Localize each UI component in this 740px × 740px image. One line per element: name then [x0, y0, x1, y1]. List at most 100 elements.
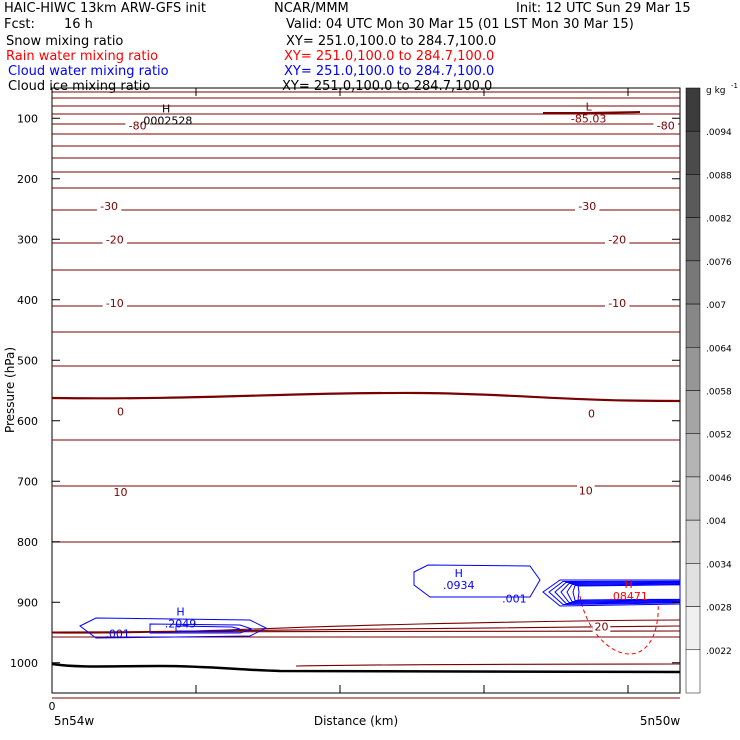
y-axis-title: Pressure (hPa): [3, 347, 17, 433]
y-tick-label: 200: [17, 173, 38, 186]
rain-contours: [579, 595, 659, 655]
extremum-marker: H: [624, 578, 632, 591]
label-background: [605, 234, 630, 247]
y-tick-label: 900: [17, 596, 38, 609]
field-xy-cloud-ice: XY= 251.0,100.0 to 284.7,100.0: [282, 79, 493, 94]
field-xy-rain: XY= 251.0,100.0 to 284.7,100.0: [284, 49, 495, 64]
contour-label: 10: [579, 484, 593, 497]
colorbar-tick-label: .007: [706, 301, 726, 311]
extremum-marker: H: [455, 567, 463, 580]
x-axis: [51, 88, 629, 693]
x-axis-title: Distance (km): [314, 714, 398, 728]
colorbar: .0094 .0088 .0082 .0076 .007 .0064 .0058 .0052.…: [685, 87, 732, 694]
y-tick-label: 500: [17, 354, 38, 367]
label-background: [575, 200, 600, 213]
model-title: HAIC-HIWC 13km ARW-GFS init: [4, 1, 206, 16]
y-tick-label: 100: [17, 112, 38, 125]
cloud-water-contour: [175, 625, 241, 632]
colorbar-tick-label: .0064: [706, 344, 732, 354]
colorbar-tick-label: .0094: [706, 128, 732, 138]
colorbar-unit: g kg: [706, 86, 726, 96]
colorbar-tick-label: .0028: [706, 604, 732, 614]
temperature-contour: [51, 625, 681, 633]
label-background: [96, 200, 122, 213]
cloud-water-contour: [79, 617, 268, 639]
colorbar-swatch: [685, 347, 701, 391]
extremum-value: -85.03: [571, 112, 606, 125]
field-name-cloud-ice: Cloud ice mixing ratio: [8, 79, 151, 94]
plot-frame: [51, 87, 681, 694]
temperature-contours: [51, 91, 681, 699]
y-tick-label: 400: [17, 294, 38, 307]
colorbar-swatch: [685, 174, 701, 218]
label-background: [605, 297, 630, 310]
contour-label: -80: [129, 120, 147, 133]
colorbar-swatch: [685, 303, 701, 348]
colorbar-tick-label: .0022: [706, 647, 732, 657]
colorbar-tick-label: .0052: [706, 431, 732, 441]
colorbar-swatch: [685, 433, 701, 478]
terrain-line: [51, 662, 681, 674]
cloud-water-contours: [79, 564, 681, 639]
label-background: [115, 406, 126, 419]
colorbar-tick-label: .0088: [706, 171, 732, 181]
cloud-water-contour: [413, 564, 541, 598]
label-background: [102, 297, 127, 310]
colorbar-tick-label: .0076: [706, 258, 732, 268]
field-name-cloud-water: Cloud water mixing ratio: [8, 64, 169, 79]
contour-label: 10: [114, 486, 128, 499]
low-contour: [543, 111, 641, 114]
temperature-contour: [295, 663, 681, 667]
extremum-value: .08471: [609, 590, 648, 603]
colorbar-tick-label: .004: [706, 517, 726, 527]
contour-label: 20: [595, 620, 609, 633]
contour-label: -30: [578, 200, 596, 213]
temperature-contour: [51, 619, 681, 634]
x-zero-label: 0: [49, 700, 56, 713]
label-background: [653, 120, 678, 133]
cloud-water-label: .001: [502, 593, 527, 606]
colorbar-swatch: [685, 519, 701, 564]
contour-label: -80: [657, 120, 675, 133]
label-background: [592, 621, 611, 634]
extremum-marker: H: [162, 102, 170, 115]
forecast-value: 16 h: [64, 17, 93, 32]
contour-labels: -80 -80-30 -30-20 -20-10 -100 010 1020H.000252…: [96, 100, 678, 641]
label-background: [577, 485, 595, 498]
colorbar-tick-label: .0058: [706, 388, 732, 398]
field-xy-snow: XY= 251.0,100.0 to 284.7,100.0: [286, 34, 497, 49]
colorbar-swatch: [685, 390, 701, 434]
x-right-label: 5n50w: [640, 714, 681, 728]
cloud-water-contour: [577, 584, 681, 601]
colorbar-swatch: [685, 130, 701, 175]
colorbar-swatch: [685, 563, 701, 607]
colorbar-swatch: [685, 476, 701, 521]
extremum-value: .0002528: [140, 114, 193, 127]
colorbar-tick-label: .0046: [706, 474, 732, 484]
extremum-marker: H: [176, 606, 184, 619]
colorbar-swatch: [685, 87, 701, 132]
colorbar-swatch: [685, 260, 701, 305]
colorbar-tick-label: .0034: [706, 560, 732, 570]
extremum-marker: L: [586, 100, 593, 113]
field-xy-cloud-water: XY= 251.0,100.0 to 284.7,100.0: [284, 64, 495, 79]
x-left-label: 5n54w: [54, 714, 95, 728]
extremum-value: .0934: [443, 579, 475, 592]
contour-label: -20: [608, 233, 626, 246]
valid-time: Valid: 04 UTC Mon 30 Mar 15 (01 LST Mon …: [286, 17, 634, 32]
forecast-label: Fcst:: [4, 17, 35, 32]
label-background: [586, 408, 597, 421]
field-name-rain: Rain water mixing ratio: [6, 49, 159, 64]
zero-isotherm: [51, 391, 681, 403]
colorbar-unit-exponent: -1: [731, 82, 738, 90]
y-tick-label: 600: [17, 415, 38, 428]
org-label: NCAR/MMM: [274, 1, 349, 16]
y-tick-label: 700: [17, 475, 38, 488]
init-time: Init: 12 UTC Sun 29 Mar 15: [516, 1, 691, 16]
field-name-snow: Snow mixing ratio: [6, 34, 124, 49]
label-background: [102, 234, 127, 247]
colorbar-swatch: [685, 606, 701, 651]
y-tick-label: 800: [17, 536, 38, 549]
